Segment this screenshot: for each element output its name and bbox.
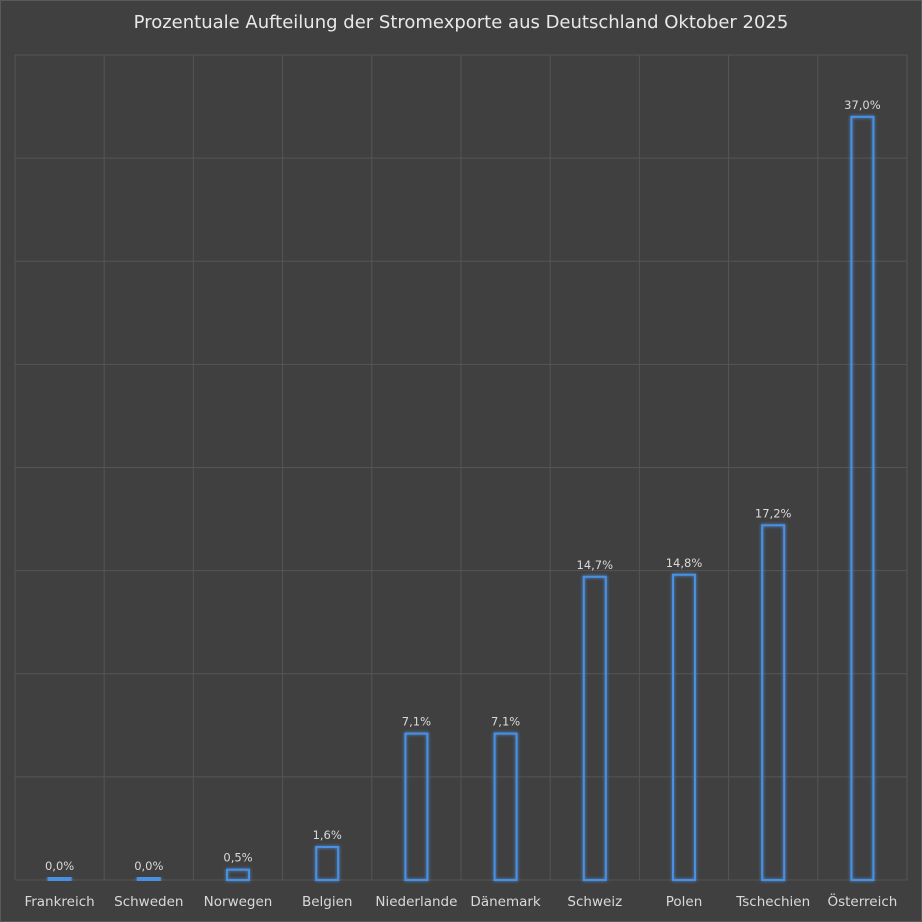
grid-layer [14, 54, 908, 881]
bar-4 [315, 846, 340, 881]
data-label: 0,0% [45, 859, 74, 873]
data-label: 0,5% [223, 851, 252, 865]
category-label: Österreich [827, 892, 897, 910]
category-label: Dänemark [470, 894, 541, 910]
data-label: 7,1% [491, 715, 520, 729]
data-label: 0,0% [134, 859, 163, 873]
bar-2 [136, 877, 161, 881]
bar-layer [47, 115, 875, 881]
bar-1 [47, 877, 72, 881]
bar-9 [761, 524, 786, 881]
category-label: Norwegen [204, 894, 273, 910]
bar-8 [672, 573, 696, 881]
category-label: Tschechien [735, 894, 810, 910]
category-label: Polen [666, 894, 703, 910]
data-label: 7,1% [402, 715, 431, 729]
category-label: Schweiz [567, 894, 622, 910]
data-label: 14,7% [577, 558, 614, 572]
data-label: 1,6% [313, 828, 342, 842]
category-label: Niederlande [375, 894, 457, 910]
bar-6 [493, 732, 518, 881]
label-layer: 0,0% Frankreich 0,0% Schweden 0,5% Norwegen 1,… [24, 98, 897, 910]
bar-5 [404, 732, 429, 881]
bar-7 [582, 575, 607, 881]
category-label: Schweden [114, 894, 183, 910]
category-label: Frankreich [24, 894, 94, 910]
bar-10 [850, 115, 875, 881]
data-label: 37,0% [844, 98, 881, 112]
category-label: Belgien [302, 894, 353, 910]
bar-3 [226, 868, 250, 881]
data-label: 17,2% [755, 506, 792, 520]
data-label: 14,8% [666, 556, 703, 570]
chart-title: Prozentuale Aufteilung der Stromexporte … [133, 12, 789, 33]
